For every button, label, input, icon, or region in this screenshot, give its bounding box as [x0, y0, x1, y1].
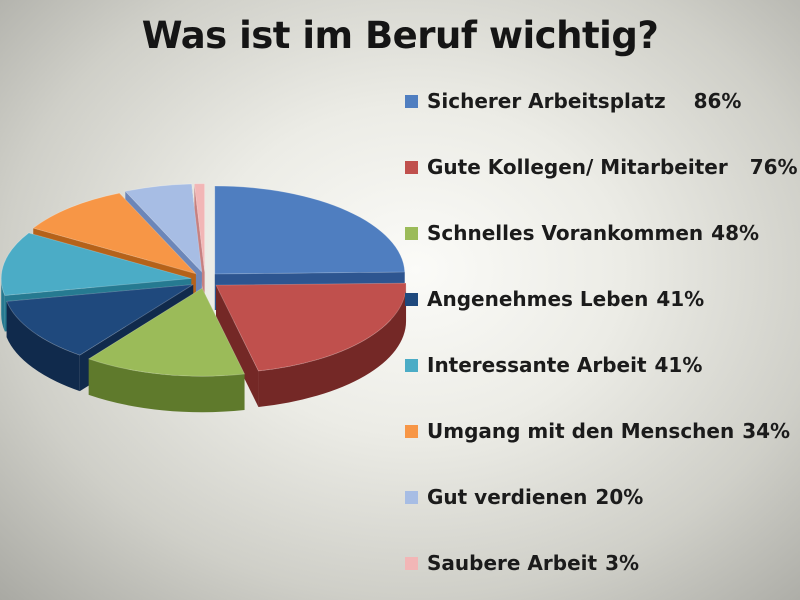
pie-chart	[0, 183, 407, 413]
legend-label: Gut verdienen	[427, 485, 588, 509]
legend-item-angenehmes-leben: Angenehmes Leben 41%	[405, 284, 704, 314]
legend-swatch	[405, 94, 418, 108]
legend-swatch	[405, 292, 418, 306]
legend-item-schnelles-vorankommen: Schnelles Vorankommen 48%	[405, 218, 759, 248]
legend-value: 20%	[595, 485, 644, 509]
legend-value: 41%	[656, 287, 705, 311]
legend-value: 86%	[693, 89, 742, 113]
pie-slice-wall	[216, 285, 259, 407]
pie-slice-umgang-mit-den-menschen	[32, 192, 198, 275]
legend-swatch	[405, 424, 418, 438]
pie-slice-gut-verdienen	[124, 183, 203, 273]
pie-slice-saubere-arbeit	[193, 183, 206, 272]
legend-value: 48%	[711, 221, 760, 245]
legend-label: Angenehmes Leben	[427, 287, 649, 311]
legend-swatch	[405, 358, 418, 372]
legend-item-interessante-arbeit: Interessante Arbeit 41%	[405, 350, 702, 380]
legend-value: 41%	[654, 353, 703, 377]
legend-value: 3%	[605, 551, 640, 575]
pie-slice-side	[88, 358, 245, 413]
pie-slice-interessante-arbeit	[0, 232, 192, 296]
legend-swatch	[405, 556, 418, 570]
legend-item-gute-kollegen: Gute Kollegen/ Mitarbeiter 76%	[405, 152, 798, 182]
legend-label: Saubere Arbeit	[427, 551, 598, 575]
legend-item-umgang-mit-den-menschen: Umgang mit den Menschen 34%	[405, 416, 790, 446]
legend-label: Gute Kollegen/ Mitarbeiter	[427, 155, 728, 179]
legend-value: 34%	[742, 419, 791, 443]
slide-title: Was ist im Beruf wichtig?	[141, 14, 659, 57]
pie-slice-gute-kollegen-mitarbeiter	[215, 282, 407, 372]
pie-slice-angenehmes-leben	[6, 284, 194, 356]
pie-slice-wall	[194, 183, 205, 308]
legend-swatch	[405, 490, 418, 504]
legend-label: Umgang mit den Menschen	[427, 419, 735, 443]
legend-label: Interessante Arbeit	[427, 353, 647, 377]
pie-slice-side	[6, 301, 80, 392]
legend-label: Sicherer Arbeitsplatz	[427, 89, 666, 113]
pie-slice-side	[1, 278, 5, 332]
legend-swatch	[405, 226, 418, 240]
legend-swatch	[405, 160, 418, 174]
legend-value: 76%	[749, 155, 798, 179]
pie-slice-side	[258, 285, 407, 407]
legend-item-sicherer-arbeitsplatz: Sicherer Arbeitsplatz 86%	[405, 86, 741, 116]
legend-item-gut-verdienen: Gut verdienen 20%	[405, 482, 643, 512]
legend-item-saubere-arbeit: Saubere Arbeit 3%	[405, 548, 639, 578]
legend-label: Schnelles Vorankommen	[427, 221, 704, 245]
pie-slice-schnelles-vorankommen	[87, 287, 246, 377]
pie-slice-sicherer-arbeitsplatz	[214, 185, 406, 275]
